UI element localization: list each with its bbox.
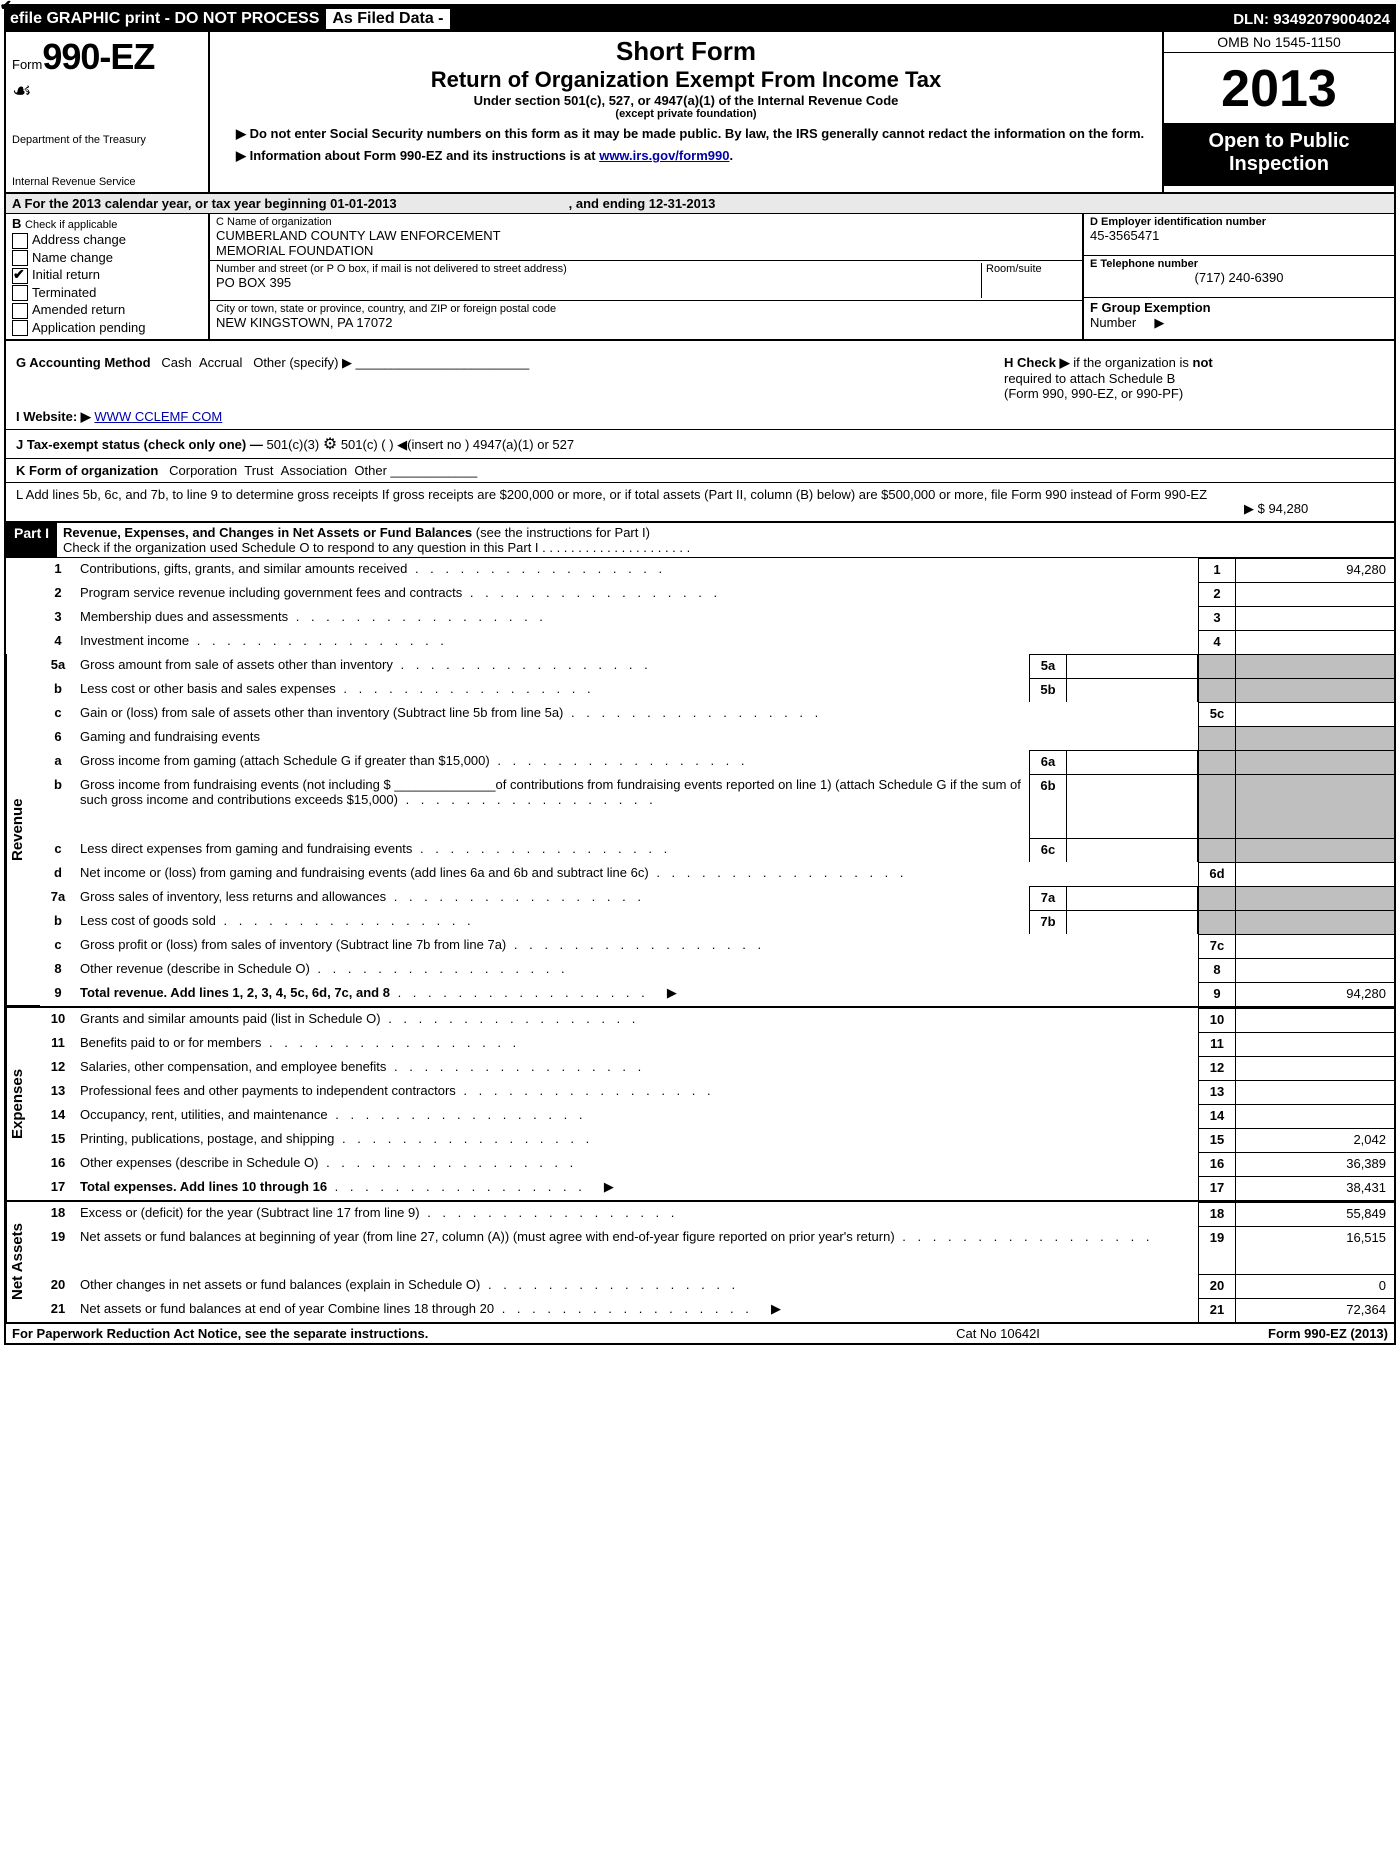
row-i: I Website: ▶ WWW CCLEMF COM: [6, 405, 1394, 430]
topbar-left: efile GRAPHIC print - DO NOT PROCESS: [10, 10, 319, 28]
row-k: K Form of organization Corporation Trust…: [6, 459, 1394, 483]
row-j: J Tax-exempt status (check only one) — 5…: [6, 430, 1394, 459]
form-footer: Form 990-EZ (2013): [1128, 1326, 1388, 1341]
line-6b: bGross income from fundraising events (n…: [40, 774, 1394, 838]
subtitle-2: (except private foundation): [216, 108, 1156, 120]
ein: 45-3565471: [1090, 228, 1388, 243]
line-4: 4Investment income4: [40, 630, 1394, 654]
phone: (717) 240-6390: [1090, 270, 1388, 285]
line-7c: cGross profit or (loss) from sales of in…: [40, 934, 1394, 958]
line-9: 9Total revenue. Add lines 1, 2, 3, 4, 5c…: [40, 982, 1394, 1006]
line-20: 20Other changes in net assets or fund ba…: [40, 1274, 1394, 1298]
line-10: 10Grants and similar amounts paid (list …: [40, 1008, 1394, 1032]
dept-irs: Internal Revenue Service: [12, 176, 202, 188]
chk-amended[interactable]: [12, 303, 28, 319]
topbar-mid: As Filed Data -: [325, 8, 450, 30]
irs-link[interactable]: www.irs.gov/form990: [599, 148, 729, 163]
irs-seal-icon: ☙: [12, 78, 32, 104]
cat-no: Cat No 10642I: [868, 1326, 1128, 1341]
row-l: L Add lines 5b, 6c, and 7b, to line 9 to…: [6, 483, 1394, 521]
line-13: 13Professional fees and other payments t…: [40, 1080, 1394, 1104]
topbar-dln: DLN: 93492079004024: [1233, 11, 1390, 28]
gross-receipts: ▶ $ 94,280: [1244, 487, 1384, 517]
instructions-link-row: ▶ Information about Form 990-EZ and its …: [216, 148, 1156, 164]
ssn-warning: ▶ Do not enter Social Security numbers o…: [216, 126, 1156, 142]
line-6d: dNet income or (loss) from gaming and fu…: [40, 862, 1394, 886]
row-bcdef: B Check if applicable Address change Nam…: [6, 214, 1394, 341]
omb-number: OMB No 1545-1150: [1164, 32, 1394, 53]
line-2: 2Program service revenue including gover…: [40, 582, 1394, 606]
line-16: 16Other expenses (describe in Schedule O…: [40, 1152, 1394, 1176]
row-gh: G Accounting Method Cash Accrual Other (…: [6, 341, 1394, 405]
label-revenue: Revenue: [6, 654, 40, 1006]
footer: For Paperwork Reduction Act Notice, see …: [6, 1322, 1394, 1343]
lines-container: Revenue 1Contributions, gifts, grants, a…: [6, 558, 1394, 1006]
line-3: 3Membership dues and assessments3: [40, 606, 1394, 630]
part-i-header: Part I Revenue, Expenses, and Changes in…: [6, 521, 1394, 558]
form-prefix: Form: [12, 57, 42, 72]
line-6a: aGross income from gaming (attach Schedu…: [40, 750, 1394, 774]
line-12: 12Salaries, other compensation, and empl…: [40, 1056, 1394, 1080]
line-17: 17Total expenses. Add lines 10 through 1…: [40, 1176, 1394, 1200]
line-5a: 5aGross amount from sale of assets other…: [40, 654, 1394, 678]
chk-address-change[interactable]: [12, 233, 28, 249]
short-form-title: Short Form: [216, 36, 1156, 67]
line-11: 11Benefits paid to or for members11: [40, 1032, 1394, 1056]
topbar: efile GRAPHIC print - DO NOT PROCESS As …: [6, 6, 1394, 32]
line-21: 21Net assets or fund balances at end of …: [40, 1298, 1394, 1322]
form-number: 990-EZ: [42, 36, 154, 77]
dept-treasury: Department of the Treasury: [12, 134, 202, 146]
line-19: 19Net assets or fund balances at beginni…: [40, 1226, 1394, 1274]
line-1: 1Contributions, gifts, grants, and simil…: [40, 558, 1394, 582]
return-title: Return of Organization Exempt From Incom…: [216, 67, 1156, 93]
line-18: 18Excess or (deficit) for the year (Subt…: [40, 1202, 1394, 1226]
line-15: 15Printing, publications, postage, and s…: [40, 1128, 1394, 1152]
website-link[interactable]: WWW CCLEMF COM: [94, 409, 222, 424]
chk-name-change[interactable]: [12, 250, 28, 266]
netassets-container: Net Assets 18Excess or (deficit) for the…: [6, 1200, 1394, 1322]
line-6: 6Gaming and fundraising events: [40, 726, 1394, 750]
expenses-container: Expenses 10Grants and similar amounts pa…: [6, 1006, 1394, 1200]
label-net-assets: Net Assets: [6, 1202, 40, 1322]
open-to-public: Open to Public Inspection: [1164, 124, 1394, 186]
form-page: efile GRAPHIC print - DO NOT PROCESS As …: [4, 4, 1396, 1345]
box-def: D Employer identification number 45-3565…: [1084, 214, 1394, 339]
line-14: 14Occupancy, rent, utilities, and mainte…: [40, 1104, 1394, 1128]
line-5b: bLess cost or other basis and sales expe…: [40, 678, 1394, 702]
box-c: C Name of organization CUMBERLAND COUNTY…: [208, 214, 1084, 339]
line-7a: 7aGross sales of inventory, less returns…: [40, 886, 1394, 910]
chk-initial-return[interactable]: [12, 268, 28, 284]
tax-year: 2013: [1164, 53, 1394, 124]
header: Form990-EZ ☙ Department of the Treasury …: [6, 32, 1394, 194]
chk-terminated[interactable]: [12, 285, 28, 301]
subtitle-1: Under section 501(c), 527, or 4947(a)(1)…: [216, 93, 1156, 108]
line-5c: cGain or (loss) from sale of assets othe…: [40, 702, 1394, 726]
row-a: A For the 2013 calendar year, or tax yea…: [6, 194, 1394, 214]
line-6c: cLess direct expenses from gaming and fu…: [40, 838, 1394, 862]
label-expenses: Expenses: [6, 1008, 40, 1200]
line-8: 8Other revenue (describe in Schedule O)8: [40, 958, 1394, 982]
chk-app-pending[interactable]: [12, 320, 28, 336]
line-7b: bLess cost of goods sold7b: [40, 910, 1394, 934]
box-b: B Check if applicable Address change Nam…: [6, 214, 208, 339]
